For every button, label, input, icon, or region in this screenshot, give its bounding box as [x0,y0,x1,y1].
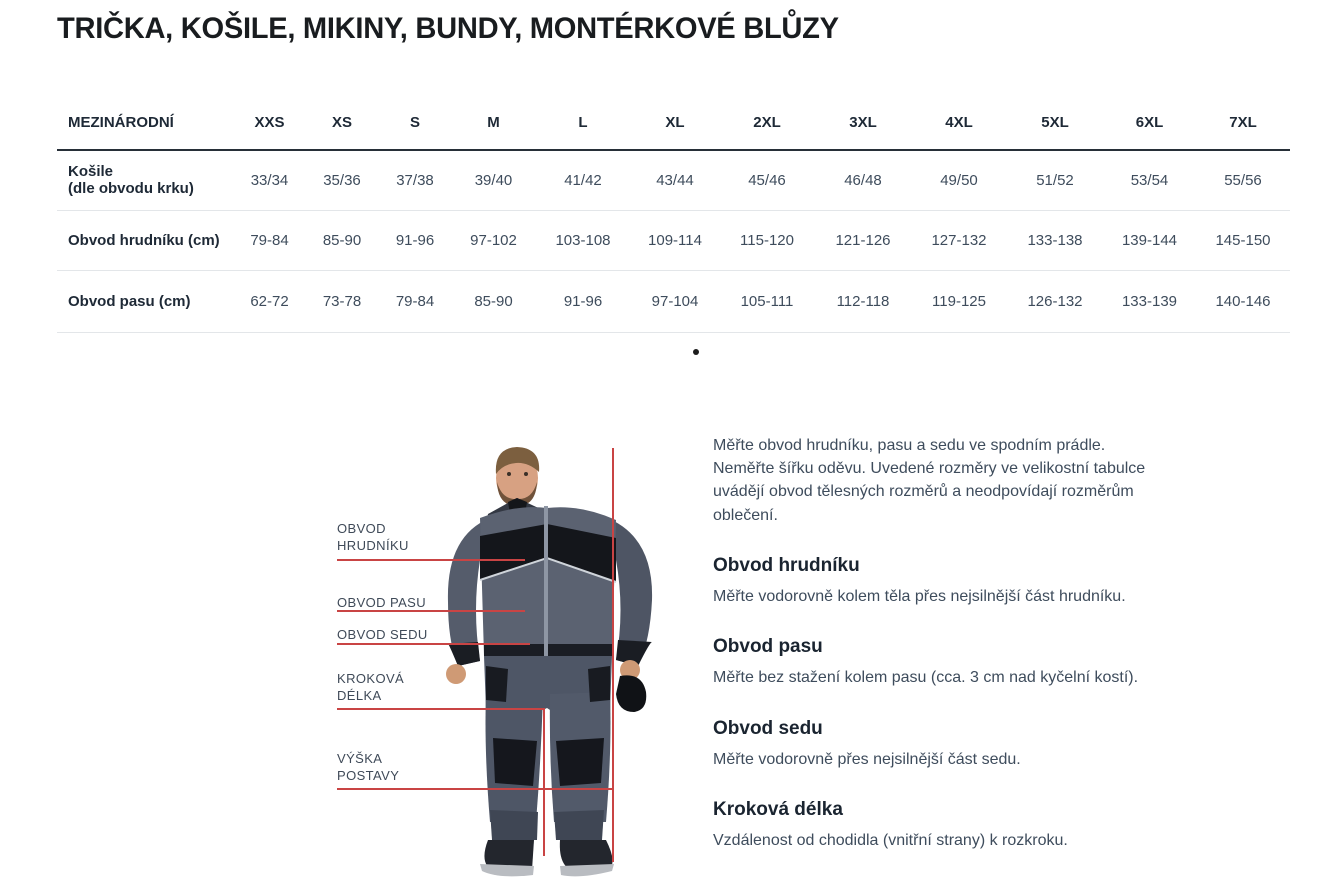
guide-text: Měřte vodorovně přes nejsilnější část se… [713,750,1021,768]
col-header-size: 4XL [945,113,973,131]
row-label: Košile (dle obvodu krku) [57,150,233,210]
cell-value: 126-132 [1027,292,1083,310]
col-header-size: S [409,113,420,131]
guide-text: Vzdálenost od chodidla (vnitřní strany) … [713,831,1068,849]
guide-heading: Kroková délka [713,798,843,820]
cell-value: 91-96 [395,231,435,249]
cell-value: 139-144 [1121,231,1178,249]
page-title: TRIČKA, KOŠILE, MIKINY, BUNDY, MONTÉRKOV… [57,12,839,45]
col-header-size: 7XL [1229,113,1257,131]
chest-label: OBVOD HRUDNÍKU [337,521,409,553]
guide-section-inseam: Kroková délka Vzdálenost od chodidla (vn… [713,799,1165,852]
cell-value: 127-132 [931,231,987,249]
cell-value: 133-138 [1027,231,1083,249]
waist-label: OBVOD PASU [337,595,427,610]
col-header-international: MEZINÁRODNÍ [68,113,174,131]
cell-value: 112-118 [836,292,890,310]
measurement-diagram: OBVOD HRUDNÍKU OBVOD PASU OBVOD SEDU KRO… [330,430,682,886]
guide-section-chest: Obvod hrudníku Měřte vodorovně kolem těl… [713,555,1165,608]
guide-heading: Obvod sedu [713,717,823,739]
col-header-size: 6XL [1135,113,1164,131]
height-vertical-line [612,448,614,862]
cell-value: 49/50 [940,171,978,189]
cell-value: 145-150 [1215,231,1271,249]
cell-value: 53/54 [1130,171,1169,189]
col-header-size: L [578,113,588,131]
guide-heading: Obvod pasu [713,636,823,658]
row-label-sub: (dle obvodu krku) [68,180,194,198]
seat-measure-line [337,643,530,645]
inseam-measure-line [337,708,545,710]
row-label-main: Košile [68,163,114,181]
col-header-size: 2XL [753,113,781,131]
cell-value: 97-102 [470,231,517,249]
table-row-pas: Obvod pasu (cm) 62-72 73-78 79-84 85-90 … [57,270,1290,332]
cell-value: 121-126 [835,231,891,249]
col-header-size: 5XL [1041,113,1069,131]
col-header-size: XS [331,113,352,131]
cell-value: 119-125 [932,292,986,310]
inseam-vertical-line [543,708,545,856]
cell-value: 46/48 [844,171,882,189]
cell-value: 37/38 [396,171,434,189]
row-label: Obvod pasu (cm) [68,292,191,310]
cell-value: 133-139 [1121,292,1178,310]
cell-value: 140-146 [1215,292,1271,310]
cell-value: 91-96 [563,292,603,310]
inseam-label: KROKOVÁ DÉLKA [337,671,405,703]
cell-value: 105-111 [740,292,794,310]
cell-value: 35/36 [323,171,361,189]
table-row-hrudnik: Obvod hrudníku (cm) 79-84 85-90 91-96 97… [57,210,1290,270]
table-row-kosile: Košile (dle obvodu krku) 33/34 35/36 37/… [57,150,1290,210]
chest-measure-line [337,559,525,561]
cell-value: 73-78 [322,292,362,310]
cell-value: 109-114 [648,231,702,249]
cell-value: 85-90 [474,292,513,310]
guide-text: Měřte bez stažení kolem pasu (cca. 3 cm … [713,669,1139,687]
size-table: MEZINÁRODNÍ XXS XS S M L XL 2XL 3XL 4XL … [57,95,1290,333]
seat-label: OBVOD SEDU [337,627,428,642]
col-header-size: XXS [254,113,285,131]
size-table-header: MEZINÁRODNÍ XXS XS S M L XL 2XL 3XL 4XL … [57,95,1290,150]
cell-value: 85-90 [322,231,362,249]
col-header-size: M [487,113,500,131]
row-label: Obvod hrudníku (cm) [68,231,220,249]
cell-value: 115-120 [740,231,794,249]
waist-measure-line [337,610,525,612]
height-label: VÝŠKA POSTAVY [337,751,400,783]
cell-value: 62-72 [250,292,289,310]
measuring-guide: Měřte obvod hrudníku, pasu a sedu ve spo… [713,434,1165,852]
cell-value: 97-104 [651,292,699,310]
guide-heading: Obvod hrudníku [713,554,860,576]
cell-value: 43/44 [656,171,694,189]
col-header-size: 3XL [849,113,877,131]
cell-value: 79-84 [395,292,435,310]
guide-text: Měřte vodorovně kolem těla přes nejsilně… [713,587,1126,605]
cell-value: 41/42 [564,171,602,189]
cell-value: 55/56 [1224,171,1262,189]
cell-value: 51/52 [1036,171,1074,189]
guide-section-seat: Obvod sedu Měřte vodorovně přes nejsilně… [713,718,1165,771]
cell-value: 45/46 [748,171,786,189]
col-header-size: XL [665,113,685,131]
cell-value: 79-84 [250,231,289,249]
cell-value: 103-108 [555,231,611,249]
cell-value: 33/34 [250,171,289,189]
guide-intro: Měřte obvod hrudníku, pasu a sedu ve spo… [713,437,1146,524]
guide-section-waist: Obvod pasu Měřte bez stažení kolem pasu … [713,636,1165,689]
height-measure-line [337,788,614,790]
cell-value: 39/40 [474,171,513,189]
model-photo [446,447,653,877]
list-bullet [693,349,699,355]
